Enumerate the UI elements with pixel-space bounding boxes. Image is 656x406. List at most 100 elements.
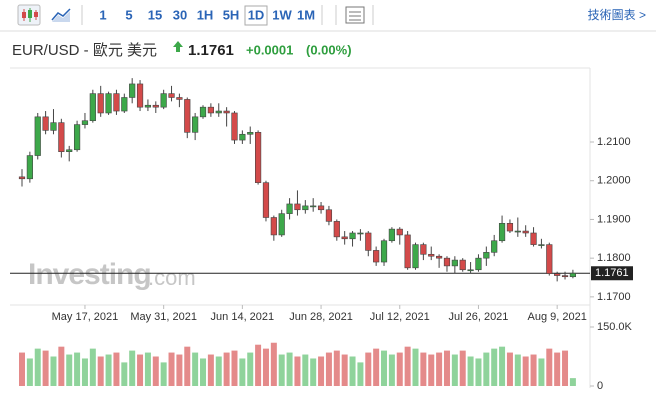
candle-body — [554, 273, 561, 276]
candle-body — [34, 116, 41, 156]
volume-bar — [66, 354, 73, 386]
volume-bar — [239, 358, 246, 386]
up-arrow — [173, 41, 183, 52]
volume-bar — [467, 356, 474, 386]
candle-body — [184, 99, 191, 133]
toolbar: 技術圖表 > — [0, 4, 656, 32]
volume-bar — [74, 352, 81, 386]
candle-body — [42, 116, 49, 131]
candle-body — [341, 236, 348, 240]
candle-body — [349, 232, 356, 240]
volume-bar — [365, 352, 372, 386]
candle-body — [317, 205, 325, 211]
x-tick-label: Aug 9, 2021 — [527, 311, 586, 323]
candle-body — [270, 217, 277, 236]
y-tick-label: 1.2000 — [597, 175, 631, 187]
volume-bar — [144, 352, 151, 386]
volume-tick-label: 0 — [597, 380, 603, 392]
volume-bar — [310, 358, 317, 386]
settings-icon[interactable] — [345, 6, 365, 24]
volume-bar — [262, 348, 269, 386]
candle-body — [152, 104, 159, 108]
candle-body — [483, 252, 490, 259]
volume-bar — [333, 350, 340, 386]
volume-bar — [388, 354, 395, 386]
x-tick-label: Jul 12, 2021 — [370, 311, 430, 323]
candle-body — [192, 116, 199, 133]
candle-body — [129, 83, 136, 98]
volume-bar — [160, 362, 167, 386]
tech-chart-link[interactable]: 技術圖表 > — [588, 8, 646, 22]
candle-body — [247, 132, 254, 135]
price: 1.1761 — [188, 42, 234, 59]
volume-tick-label: 150.0K — [597, 321, 633, 333]
candle-body — [73, 124, 81, 151]
candle-body — [50, 122, 57, 131]
volume-bar — [176, 354, 183, 386]
candle-body — [530, 232, 537, 245]
candle-body — [89, 93, 96, 122]
x-tick-label: May 31, 2021 — [130, 311, 197, 323]
volume-bar — [294, 356, 301, 386]
volume-bar — [200, 358, 207, 386]
last-price-box — [591, 266, 633, 281]
last-price-label: 1.1761 — [595, 267, 629, 279]
candle-icon[interactable] — [17, 4, 41, 26]
candle-body — [231, 112, 238, 141]
line-icon[interactable] — [51, 8, 71, 22]
candle-body — [18, 176, 26, 180]
x-tick-label: May 17, 2021 — [52, 311, 119, 323]
candle-body — [294, 203, 301, 211]
candle-body — [26, 155, 33, 180]
interval-button[interactable]: 5 — [125, 7, 132, 22]
candle-body — [498, 223, 506, 242]
candle-body — [223, 110, 230, 114]
candle-body — [97, 93, 104, 114]
x-tick-label: Jul 26, 2021 — [448, 311, 508, 323]
interval-button[interactable]: 1H — [197, 7, 214, 22]
volume-bar — [255, 344, 262, 386]
candle-body — [365, 232, 372, 251]
y-tick-label: 1.1700 — [597, 291, 631, 303]
volume-bar — [475, 358, 482, 386]
candle-body — [467, 269, 474, 272]
volume-bar — [231, 350, 238, 386]
volume-bar — [207, 354, 214, 386]
volume-bar — [137, 354, 144, 386]
interval-button[interactable]: 1W — [272, 7, 292, 22]
candle-body — [136, 83, 144, 108]
candle-body — [105, 93, 112, 114]
volume-bar — [491, 348, 498, 386]
volume-bar — [34, 348, 41, 386]
volume-bar — [270, 342, 277, 386]
volume-bar — [514, 354, 521, 386]
volume-bar — [26, 358, 33, 386]
interval-button[interactable]: 5H — [223, 7, 240, 22]
active-interval-box — [244, 5, 268, 26]
interval-button[interactable]: 1M — [297, 7, 315, 22]
volume-bar — [483, 352, 490, 386]
candle-body — [459, 259, 466, 271]
candle-body — [420, 244, 427, 255]
volume-bar — [215, 356, 222, 386]
volume-bar — [152, 356, 159, 386]
candle-body — [262, 182, 270, 218]
candle-body — [144, 104, 152, 108]
interval-button[interactable]: 30 — [173, 7, 187, 22]
interval-button[interactable]: 1D — [248, 7, 265, 22]
volume-bar — [506, 352, 513, 386]
interval-button[interactable]: 1 — [99, 7, 106, 22]
volume-bar — [373, 348, 380, 386]
volume-bar — [129, 350, 136, 386]
candle-body — [66, 149, 73, 152]
candle-body — [302, 205, 309, 211]
candle-body — [561, 275, 569, 278]
interval-button[interactable]: 15 — [148, 7, 162, 22]
volume-bar — [247, 352, 254, 386]
candle-body — [121, 97, 128, 112]
candle-body — [404, 234, 411, 269]
volume-bar — [286, 352, 293, 386]
volume-bar — [396, 352, 403, 386]
volume-bar — [522, 356, 529, 386]
candle-body — [514, 230, 521, 233]
